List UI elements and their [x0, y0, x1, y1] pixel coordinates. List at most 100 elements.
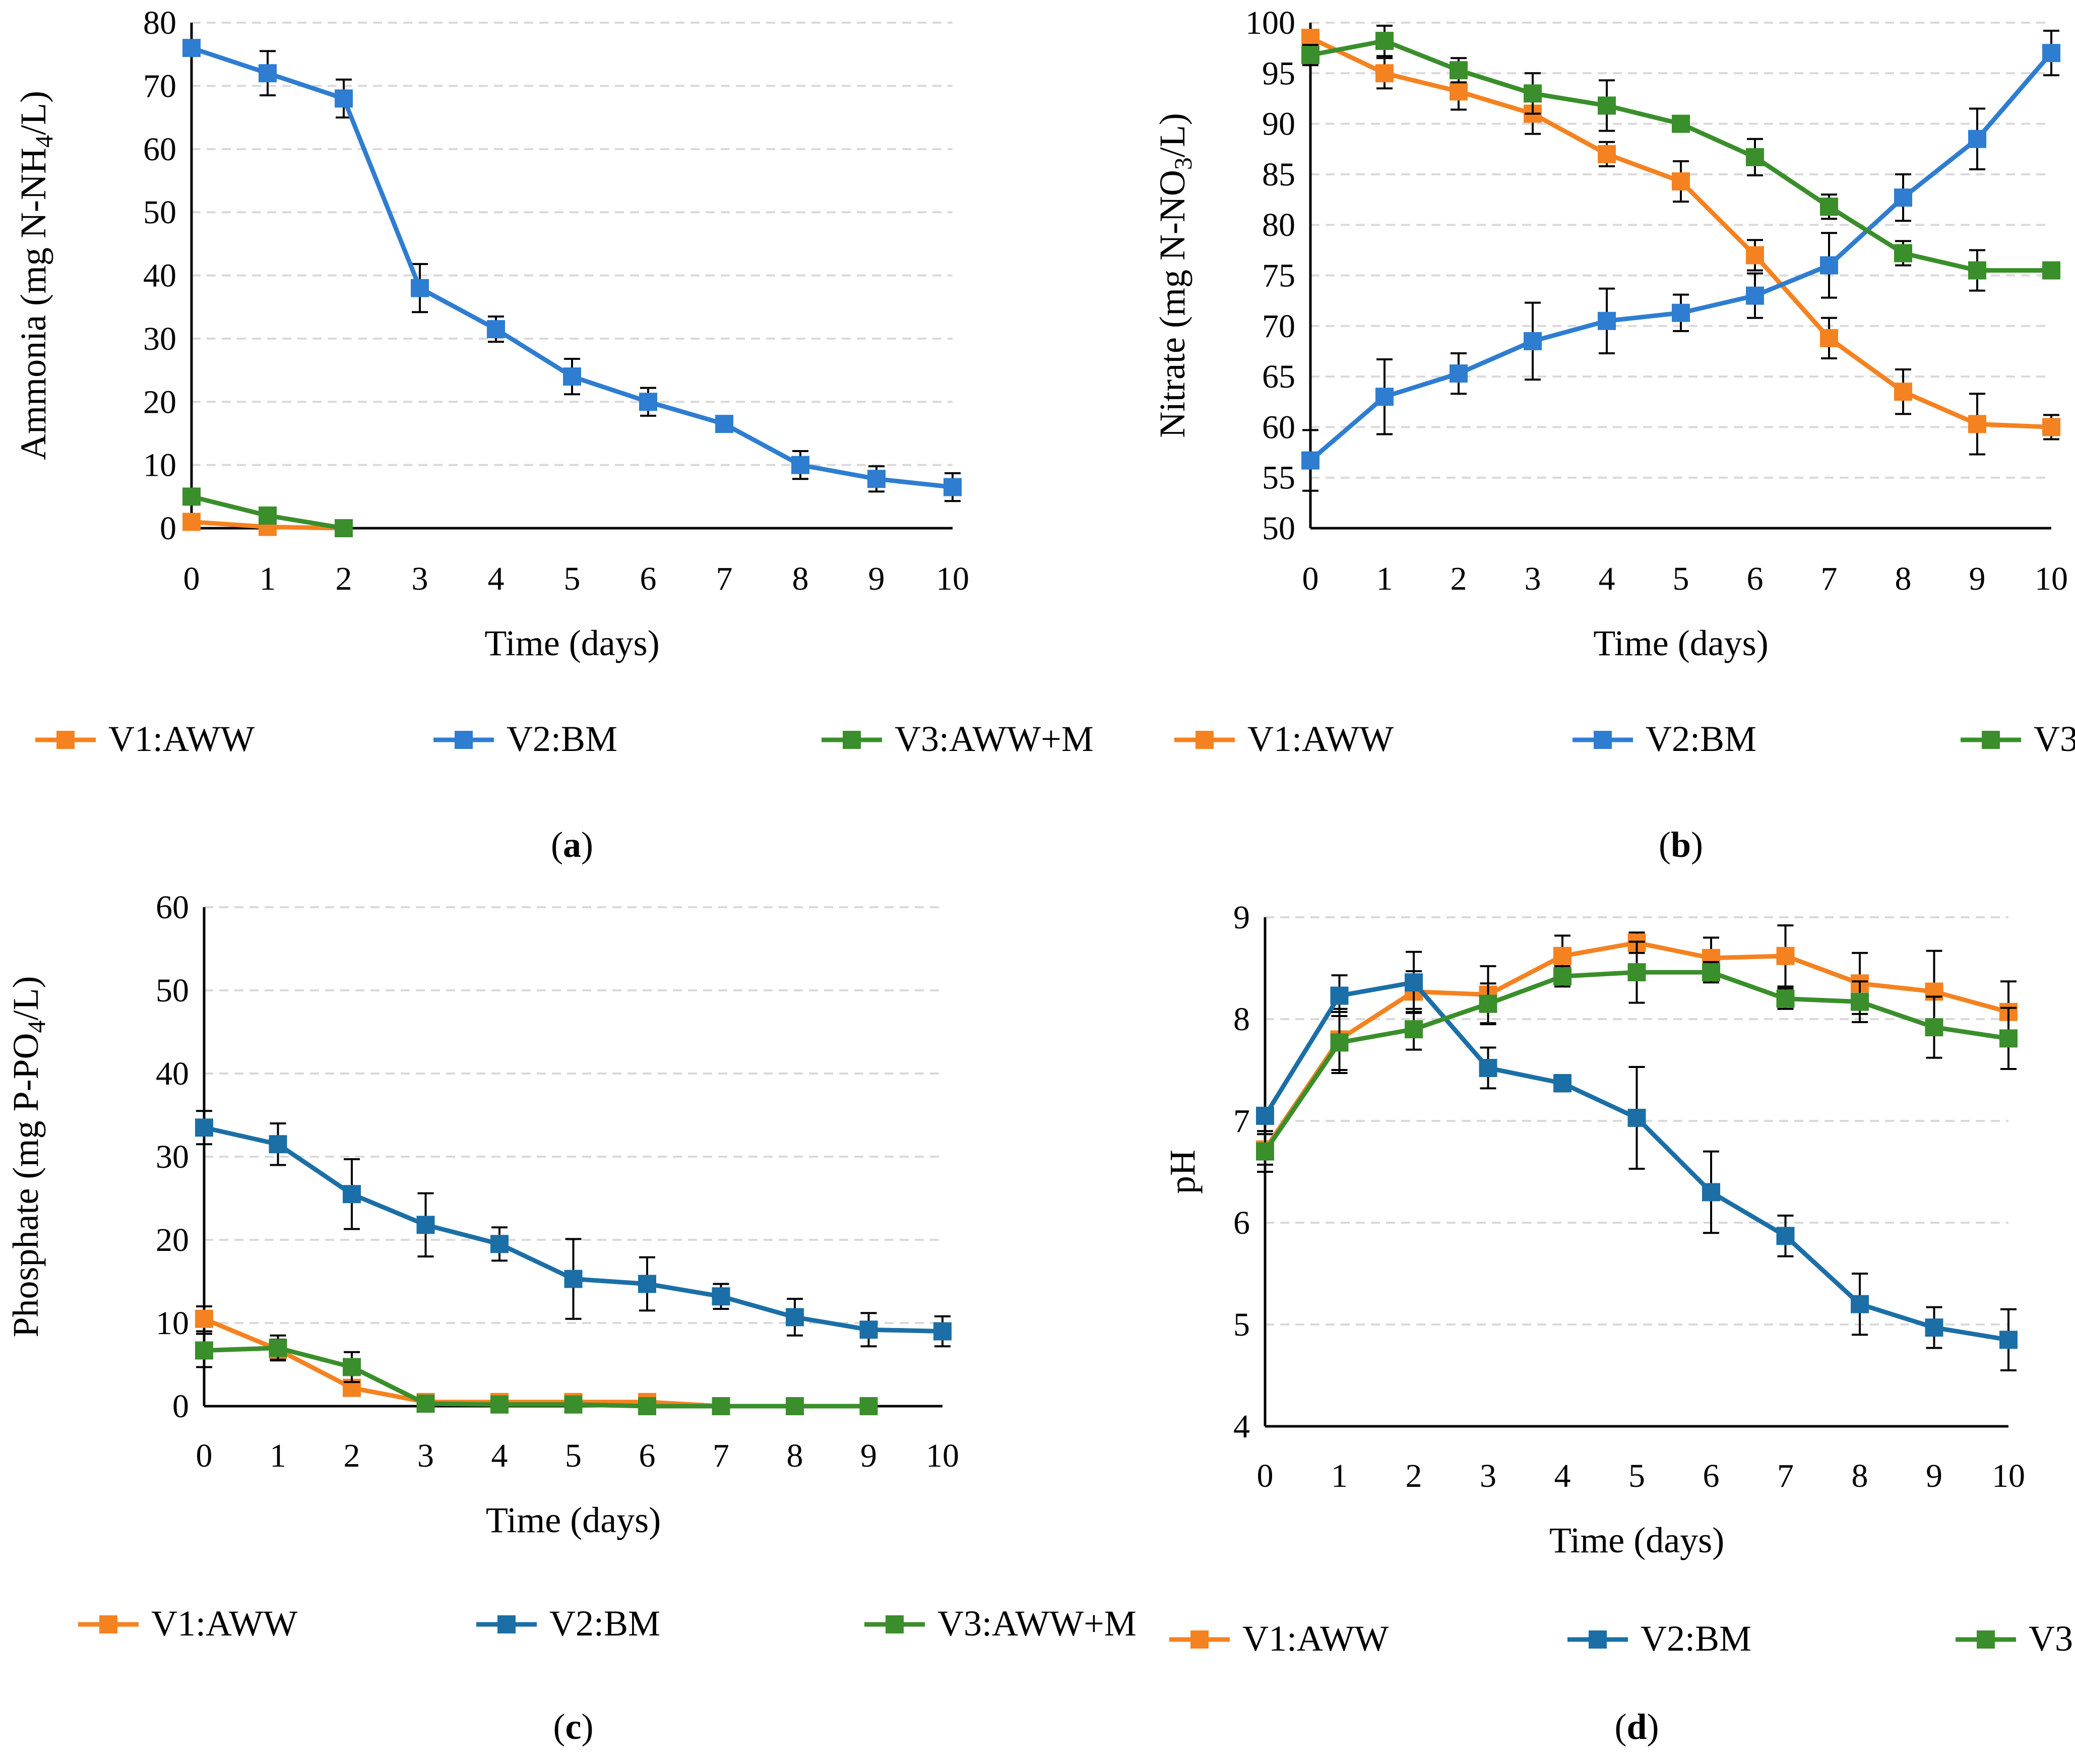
data-point [1450, 61, 1468, 80]
series-V3:AWW+M [182, 487, 353, 537]
x-tick-label: 7 [716, 560, 733, 597]
legend-swatch-marker [99, 1615, 117, 1633]
chart-panel-d: 4 5 6 7 8 9 0 1 2 3 4 5 6 7 8 9 10 Time (days) pH V1:AWW V2:… [1162, 899, 2075, 1747]
data-point [1968, 130, 1986, 148]
y-tick-label: 20 [143, 384, 176, 420]
y-tick-label: 60 [156, 889, 189, 926]
x-tick-label: 6 [1703, 1458, 1720, 1494]
x-tick-label: 0 [1257, 1458, 1274, 1494]
data-point [1479, 1058, 1497, 1077]
legend-label: V2:BM [507, 719, 617, 759]
data-point [1375, 32, 1394, 50]
data-point [411, 279, 429, 297]
series-V1:AWW [1301, 29, 2060, 456]
legend-label: V3:AWW+M [2034, 719, 2075, 759]
data-point [1999, 1331, 2018, 1349]
x-tick-label: 4 [1599, 560, 1615, 597]
data-point [195, 1309, 213, 1328]
x-tick-label: 8 [1852, 1458, 1868, 1494]
y-tick-label: 65 [1262, 358, 1295, 395]
x-tick-label: 5 [565, 1437, 582, 1474]
legend-label: V1:AWW [108, 719, 255, 759]
x-tick-label: 7 [1821, 560, 1838, 597]
data-point [2042, 44, 2060, 62]
y-tick-label: 6 [1233, 1205, 1250, 1241]
x-tick-label: 8 [792, 560, 809, 597]
y-axis-title: Ammonia (mg N-NH4/L) [13, 91, 58, 460]
data-point [1627, 1108, 1646, 1127]
x-tick-label: 3 [417, 1437, 434, 1474]
legend-swatch-marker [56, 731, 75, 749]
y-tick-label: 70 [143, 68, 176, 104]
data-point [1330, 1033, 1349, 1052]
data-point [335, 89, 353, 108]
data-point [1894, 383, 1912, 401]
x-tick-label: 8 [787, 1437, 803, 1474]
x-tick-label: 5 [564, 560, 581, 597]
legend-swatch-marker [1190, 1630, 1209, 1649]
chart-panel-b: 50 55 60 65 70 75 80 85 90 95 100 0 1 2 3 4 5 6 7 8 9 10 Time … [1152, 5, 2075, 865]
x-tick-label: 3 [412, 560, 428, 597]
x-tick-label: 7 [1777, 1458, 1794, 1494]
y-tick-label: 50 [143, 194, 176, 231]
panel-label: (d) [1614, 1707, 1659, 1747]
data-point [1553, 967, 1571, 986]
y-tick-label: 0 [172, 1388, 189, 1425]
y-tick-label: 100 [1245, 5, 1295, 41]
data-point [335, 519, 353, 537]
data-point [1450, 364, 1468, 383]
data-point [1746, 286, 1764, 305]
legend-label: V3:AWW+M [895, 719, 1094, 759]
data-point [2042, 418, 2060, 436]
data-point [1524, 84, 1542, 103]
data-point [269, 1135, 287, 1154]
data-point [712, 1397, 730, 1415]
data-point [786, 1397, 804, 1415]
x-tick-label: 6 [1747, 560, 1764, 597]
x-tick-label: 2 [344, 1437, 360, 1474]
y-tick-label: 30 [143, 321, 176, 357]
series-line [191, 45, 953, 489]
y-tick-label: 0 [160, 510, 176, 547]
data-point [1894, 188, 1912, 207]
data-point [1256, 1106, 1274, 1125]
legend-swatch-marker [843, 731, 861, 749]
data-point [1598, 145, 1616, 163]
data-point [1598, 96, 1616, 115]
data-point [343, 1358, 361, 1376]
series-V3:AWW+M [1301, 25, 2060, 292]
series-line [1309, 36, 2052, 429]
y-tick-label: 9 [1233, 899, 1250, 936]
data-point [1301, 46, 1319, 65]
series-V2:BM [195, 1110, 952, 1348]
data-point [1375, 388, 1394, 406]
data-point [490, 1235, 509, 1253]
x-tick-label: 4 [1554, 1458, 1571, 1494]
series-V3:AWW+M [195, 1333, 878, 1415]
data-point [1702, 963, 1720, 982]
data-point [859, 1397, 878, 1415]
y-tick-label: 10 [143, 447, 176, 484]
legend-label: V2:BM [1646, 719, 1756, 759]
data-point [1925, 1018, 1943, 1037]
series-line [204, 1346, 869, 1409]
x-tick-label: 7 [713, 1437, 729, 1474]
data-point [563, 367, 581, 386]
data-point [259, 64, 277, 83]
data-point [791, 456, 809, 474]
legend-label: V3:AWW+M [2029, 1618, 2075, 1659]
x-tick-label: 6 [639, 1437, 656, 1474]
y-axis-title: Nitrate (mg N-NO3/L) [1152, 113, 1197, 438]
legend-swatch-marker [1977, 1630, 1995, 1649]
data-point [1820, 256, 1838, 275]
y-tick-label: 8 [1233, 1001, 1250, 1038]
data-point [182, 487, 201, 506]
legend-label: V1:AWW [151, 1603, 297, 1644]
data-point [1999, 1029, 2018, 1048]
y-tick-label: 60 [1262, 409, 1295, 446]
data-point [1627, 963, 1646, 982]
data-point [490, 1395, 509, 1414]
data-point [1524, 332, 1542, 350]
y-tick-label: 50 [156, 972, 189, 1009]
